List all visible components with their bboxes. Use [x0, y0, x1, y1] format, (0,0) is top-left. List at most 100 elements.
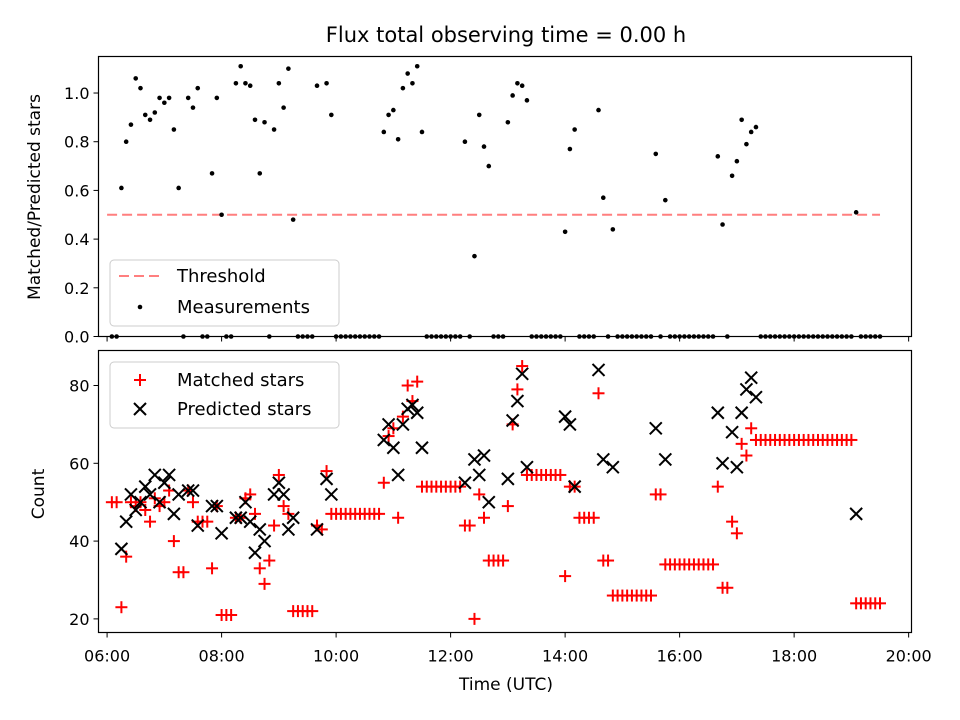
measurement-point	[166, 95, 172, 101]
predicted-star-stroke	[386, 441, 401, 455]
predicted-star-stroke	[715, 456, 730, 471]
matched-star-point	[497, 554, 510, 567]
predicted-star-point	[515, 367, 529, 381]
predicted-star-stroke	[730, 460, 744, 474]
measurement-point	[286, 66, 291, 71]
predicted-star-stroke	[405, 398, 420, 412]
matched-star-point	[602, 554, 615, 567]
predicted-star-stroke	[501, 472, 515, 486]
measurement-point	[753, 124, 759, 130]
predicted-star-stroke	[129, 503, 143, 517]
predicted-star-point	[143, 487, 157, 502]
count-y-tick-label: 40	[69, 532, 89, 551]
predicted-star-stroke	[520, 460, 534, 474]
measurement-point	[162, 100, 167, 106]
measurement-point	[729, 173, 735, 179]
predicted-star-point	[381, 417, 396, 432]
measurement-point	[133, 76, 139, 81]
predicted-star-point	[148, 468, 162, 482]
measurement-point	[476, 112, 482, 118]
predicted-star-stroke	[415, 441, 429, 455]
measurement-point	[596, 107, 601, 113]
ratio-marks	[107, 63, 883, 339]
measurement-point	[391, 107, 396, 113]
threshold-legend-label: Threshold	[176, 266, 266, 287]
predicted-star-point	[253, 522, 267, 537]
predicted-star-stroke	[210, 499, 224, 513]
measurement-point	[400, 85, 406, 91]
predicted-star-point	[501, 472, 515, 486]
predicted-star-stroke	[253, 522, 267, 537]
predicted-star-stroke	[558, 409, 572, 424]
predicted-star-stroke	[214, 526, 229, 541]
measurement-point	[257, 171, 263, 176]
predicted-star-point	[167, 507, 181, 521]
matched-star-point	[373, 507, 386, 520]
predicted-star-stroke	[191, 518, 205, 533]
predicted-star-point	[849, 507, 863, 521]
predicted-star-point	[563, 417, 577, 432]
predicted-star-point	[272, 476, 286, 490]
matched-star-point	[401, 379, 414, 392]
predicted-star-stroke	[849, 507, 863, 521]
measurement-point	[567, 146, 573, 152]
predicted-star-stroke	[749, 390, 763, 404]
measurement-point	[276, 80, 282, 86]
measurement-point	[219, 212, 224, 218]
predicted-star-stroke	[319, 472, 334, 486]
matched-legend-handle	[134, 374, 146, 386]
x-tick-label: 10:00	[313, 647, 359, 666]
predicted-star-stroke	[181, 483, 195, 498]
predicted-star-point	[233, 511, 248, 525]
matched-star-point	[501, 500, 514, 513]
ratio-legend-box	[109, 259, 340, 327]
measurement-point	[138, 85, 143, 91]
predicted-star-stroke	[606, 460, 620, 474]
matched-star-point	[463, 519, 476, 532]
measurement-point	[462, 139, 468, 145]
matched-star-point	[186, 496, 199, 509]
measurement-point	[395, 136, 401, 142]
predicted-star-point	[606, 460, 620, 474]
measurement-point	[572, 127, 577, 132]
predicted-star-point	[248, 546, 262, 560]
predicted-star-stroke	[563, 417, 577, 432]
measurement-point	[128, 122, 134, 127]
measurement-point	[739, 117, 744, 123]
predicted-star-stroke	[229, 511, 243, 525]
matched-star-point	[554, 468, 567, 481]
measurement-point	[157, 95, 162, 101]
ratio-panel: Flux total observing time = 0.00 h Match…	[25, 23, 913, 347]
measurement-point	[290, 217, 296, 222]
measurement-point	[324, 80, 329, 86]
predicted-star-point	[477, 448, 491, 463]
predicted-star-point	[114, 542, 129, 556]
matched-star-point	[745, 422, 758, 435]
predicted-star-point	[734, 406, 749, 420]
matched-star-point	[268, 519, 281, 532]
measurement-point	[147, 117, 153, 123]
predicted-star-stroke	[734, 406, 749, 420]
measurement-point	[185, 95, 191, 101]
measurement-point	[252, 117, 258, 123]
measurement-point	[381, 129, 387, 135]
predicted-star-point	[186, 483, 200, 498]
predicted-star-stroke	[458, 476, 472, 490]
predicted-star-point	[386, 441, 401, 455]
matched-star-point	[473, 488, 486, 501]
measurement-point	[171, 127, 177, 132]
matched-star-point	[392, 511, 405, 524]
measurement-point	[123, 139, 129, 145]
predicted-star-stroke	[472, 468, 486, 482]
predicted-star-point	[591, 363, 606, 377]
matched-star-point	[201, 515, 214, 528]
measurement-point	[176, 185, 181, 191]
matched-star-point	[144, 515, 157, 528]
predicted-star-stroke	[711, 406, 725, 420]
measurement-point	[481, 144, 487, 149]
predicted-star-point	[205, 499, 219, 513]
measurement-point	[748, 129, 754, 135]
predicted-star-stroke	[467, 452, 482, 467]
x-tick-label: 16:00	[657, 647, 703, 666]
predicted-star-point	[267, 487, 281, 502]
